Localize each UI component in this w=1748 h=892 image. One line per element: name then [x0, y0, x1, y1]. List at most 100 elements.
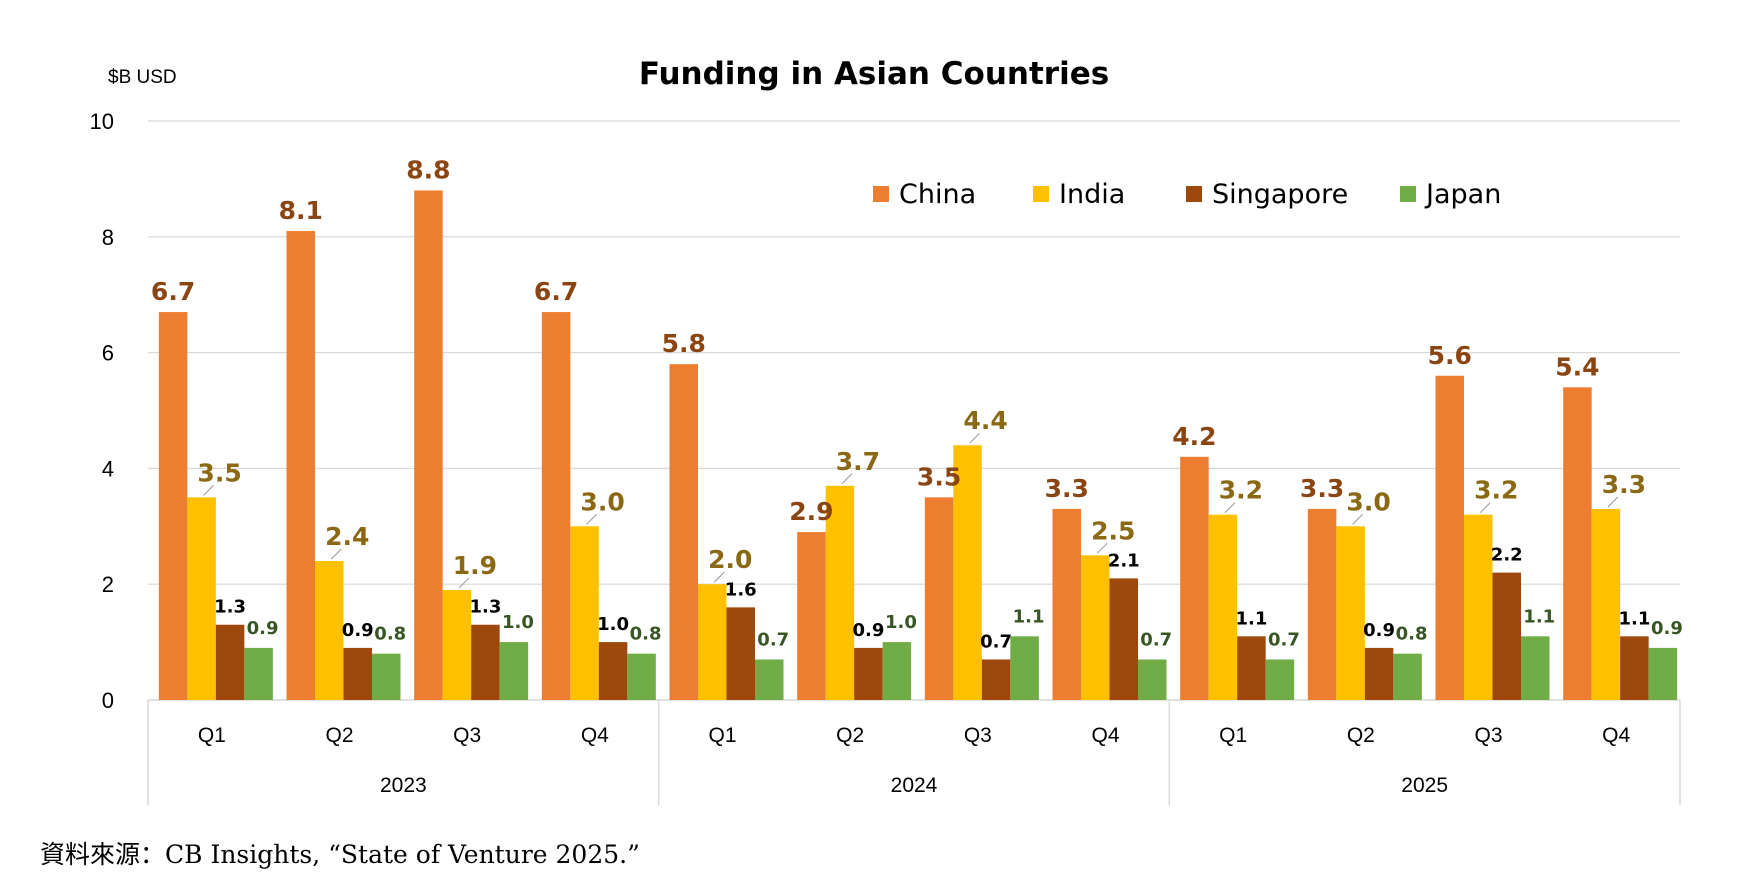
- bar-japan: [1393, 653, 1422, 700]
- bar-singapore: [726, 607, 755, 700]
- x-tick-label: Q4: [581, 724, 609, 747]
- bar-singapore: [471, 624, 500, 700]
- data-label-china: 6.7: [534, 277, 578, 306]
- data-label-india: 3.5: [197, 458, 241, 487]
- bar-japan: [882, 642, 912, 700]
- bar-india: [1336, 526, 1365, 700]
- bar-india: [953, 445, 982, 700]
- data-label-china: 4.2: [1172, 422, 1216, 451]
- x-tick-label: Q4: [1091, 724, 1119, 747]
- data-label-china: 3.3: [1045, 474, 1089, 503]
- leader-line: [1096, 542, 1108, 554]
- bar-india: [442, 589, 472, 700]
- year-label: 2024: [891, 774, 938, 797]
- bar-japan: [1010, 636, 1039, 700]
- y-axis-ticks: 0 2 4 6 8 10: [90, 109, 114, 713]
- data-label-japan: 0.7: [1140, 629, 1172, 650]
- legend-swatch-singapore: [1186, 186, 1202, 202]
- leader-line: [841, 473, 853, 485]
- x-tick-label: Q4: [1602, 724, 1630, 747]
- source-note: 資料來源：CB Insights, “State of Venture 2025…: [40, 840, 640, 869]
- data-label-singapore: 2.1: [1108, 550, 1140, 571]
- bar-india: [315, 561, 344, 700]
- bar-japan: [1648, 647, 1678, 700]
- data-labels: 6.73.51.30.98.12.40.9 0.88.81.91.31.06.73…: [151, 155, 1683, 652]
- leader-line: [1224, 502, 1236, 514]
- data-label-singapore: 0.7: [980, 631, 1012, 652]
- bar-china: [669, 364, 698, 700]
- data-label-india: 2.0: [708, 545, 752, 574]
- legend-swatch-china: [873, 186, 889, 202]
- bar-china: [1180, 456, 1209, 700]
- year-label: 2023: [380, 774, 427, 797]
- legend-label-japan: Japan: [1424, 179, 1501, 210]
- x-tick-label: Q2: [325, 724, 353, 747]
- legend-swatch-india: [1033, 186, 1049, 202]
- data-label-japan: 0.9: [1651, 618, 1683, 639]
- label-leader-lines: [203, 432, 1619, 589]
- data-label-singapore: 2.2: [1491, 545, 1523, 566]
- data-label-india: 3.2: [1219, 476, 1263, 505]
- x-axis: Q1 Q2 Q3 Q4 2023 Q1 Q2 Q3 Q4 2024 Q1 Q2 Q3 Q4 2025: [147, 699, 1681, 805]
- gridlines: [148, 120, 1680, 585]
- bar-singapore: [343, 647, 372, 700]
- legend: China India Singapore Japan: [873, 179, 1501, 210]
- bar-india: [1464, 514, 1493, 700]
- bar-china: [1435, 375, 1464, 700]
- leader-line: [586, 513, 598, 525]
- bar-japan: [372, 653, 401, 700]
- bar-china: [286, 231, 315, 700]
- bar-singapore: [598, 642, 628, 700]
- y-axis-unit: $B USD: [108, 67, 177, 88]
- data-label-japan: 1.0: [885, 612, 917, 633]
- data-label-india: 3.3: [1602, 470, 1646, 499]
- bar-china: [924, 497, 954, 700]
- data-label-japan: 0.8: [1396, 624, 1428, 645]
- bar-singapore: [1364, 647, 1394, 700]
- data-label-china: 2.9: [789, 497, 833, 526]
- bar-china: [1307, 508, 1337, 700]
- data-label-india: 2.5: [1091, 516, 1135, 545]
- data-label-singapore: 0.9: [852, 620, 884, 641]
- bar-singapore: [1492, 572, 1521, 700]
- data-label-japan: 1.0: [502, 612, 534, 633]
- bar-singapore: [854, 647, 883, 700]
- bar-japan: [499, 642, 529, 700]
- data-label-india: 1.9: [453, 551, 497, 580]
- legend-label-singapore: Singapore: [1212, 179, 1348, 210]
- data-label-japan: 0.8: [374, 624, 406, 645]
- x-tick-label: Q3: [1474, 724, 1502, 747]
- x-tick-label: Q3: [453, 724, 481, 747]
- y-tick-label: 2: [102, 572, 114, 597]
- x-tick-label: Q2: [836, 724, 864, 747]
- leader-line: [1479, 502, 1491, 514]
- data-label-china: 8.1: [279, 196, 323, 225]
- bar-singapore: [215, 624, 245, 700]
- data-label-japan: 1.1: [1013, 606, 1045, 627]
- bar-japan: [1521, 636, 1550, 700]
- data-label-singapore: 1.1: [1618, 608, 1650, 629]
- leader-line: [1352, 513, 1364, 525]
- data-label-singapore: 1.3: [214, 597, 246, 618]
- bar-china: [1052, 508, 1081, 700]
- x-tick-label: Q1: [708, 724, 736, 747]
- data-label-singapore: 0.9: [1363, 620, 1395, 641]
- bar-india: [1591, 508, 1621, 700]
- bar-india: [825, 485, 855, 700]
- leader-line: [969, 432, 981, 444]
- data-label-china: 6.7: [151, 277, 195, 306]
- data-label-japan: 1.1: [1523, 606, 1555, 627]
- data-label-japan: 0.9: [247, 618, 279, 639]
- bar-singapore: [1237, 636, 1266, 700]
- data-label-india: 2.4: [325, 522, 369, 551]
- data-label-india: 3.2: [1474, 476, 1518, 505]
- bar-india: [698, 584, 727, 700]
- data-label-china: 5.6: [1428, 341, 1472, 370]
- data-label-india: 3.7: [836, 447, 880, 476]
- data-label-china: 3.3: [1300, 474, 1344, 503]
- leader-line: [713, 571, 725, 583]
- legend-label-india: India: [1059, 179, 1125, 210]
- data-label-china: 5.8: [662, 329, 706, 358]
- leader-line: [458, 577, 470, 589]
